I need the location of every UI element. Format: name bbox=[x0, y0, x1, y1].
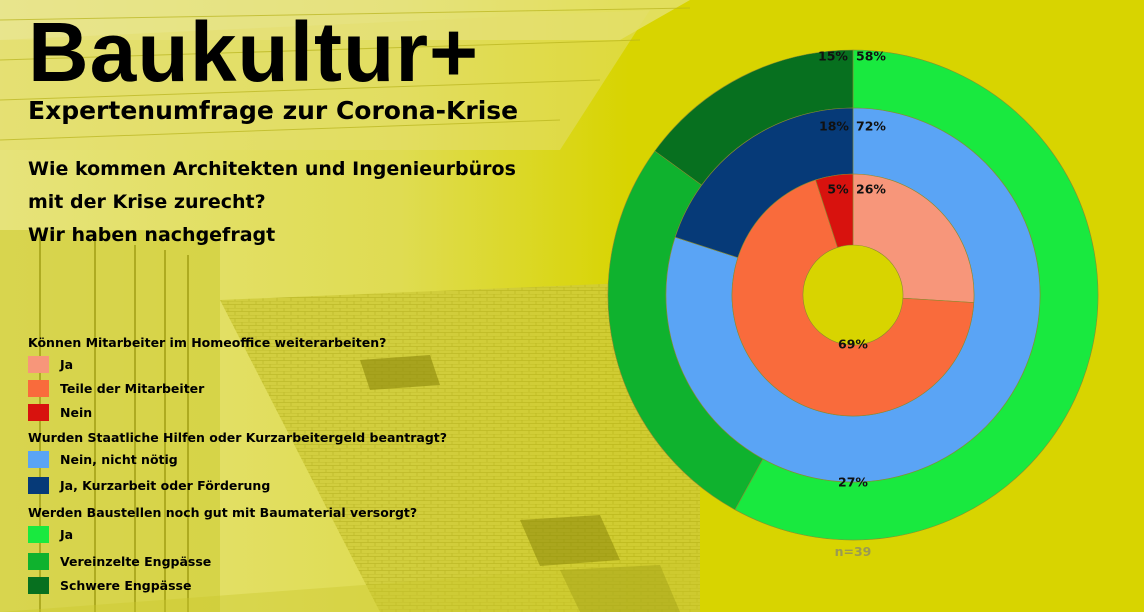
legend-item-baumaterial-vereinzelt: Vereinzelte Engpässe bbox=[28, 553, 211, 570]
legend-label: Vereinzelte Engpässe bbox=[60, 554, 212, 569]
legend-label: Ja, Kurzarbeit oder Förderung bbox=[60, 478, 271, 493]
legend-item-homeoffice-teile: Teile der Mitarbeiter bbox=[28, 380, 204, 397]
legend-group-title-homeoffice: Können Mitarbeiter im Homeoffice weitera… bbox=[28, 335, 387, 350]
legend-item-homeoffice-ja: Ja bbox=[28, 356, 73, 373]
legend-swatch bbox=[28, 526, 49, 543]
legend-item-homeoffice-nein: Nein bbox=[28, 404, 92, 421]
data-label: 15% bbox=[818, 49, 848, 64]
legend-swatch bbox=[28, 451, 49, 468]
legend-swatch bbox=[28, 477, 49, 494]
data-label: 26% bbox=[856, 182, 886, 197]
legend-label: Teile der Mitarbeiter bbox=[60, 381, 205, 396]
legend-label: Schwere Engpässe bbox=[60, 578, 192, 593]
page-title: Baukultur+ bbox=[28, 5, 480, 99]
legend-group-title-hilfen: Wurden Staatliche Hilfen oder Kurzarbeit… bbox=[28, 430, 448, 445]
data-label: 72% bbox=[856, 119, 886, 134]
legend-swatch bbox=[28, 404, 49, 421]
donut-segment bbox=[731, 179, 975, 417]
data-label: 18% bbox=[819, 119, 849, 134]
legend-label: Ja bbox=[60, 527, 74, 542]
intro-line-2: mit der Krise zurecht? bbox=[28, 191, 266, 213]
page-subtitle: Expertenumfrage zur Corona-Krise bbox=[28, 96, 519, 125]
data-label: 27% bbox=[838, 475, 868, 490]
legend-swatch bbox=[28, 577, 49, 594]
data-label: 58% bbox=[856, 49, 886, 64]
data-label: 5% bbox=[827, 182, 849, 197]
legend-swatch bbox=[28, 356, 49, 373]
legend-item-baumaterial-ja: Ja bbox=[28, 526, 73, 543]
legend-item-baumaterial-schwer: Schwere Engpässe bbox=[28, 577, 191, 594]
legend-item-hilfen-nein: Nein, nicht nötig bbox=[28, 451, 178, 468]
donut-segment bbox=[815, 173, 854, 248]
intro-line-1: Wie kommen Architekten und Ingenieurbüro… bbox=[28, 158, 516, 180]
legend-group-title-baumaterial: Werden Baustellen noch gut mit Baumateri… bbox=[28, 505, 418, 520]
legend-swatch bbox=[28, 380, 49, 397]
legend-label: Ja bbox=[60, 357, 74, 372]
sample-size-note: n=39 bbox=[835, 544, 872, 559]
donut-segment bbox=[852, 173, 975, 303]
legend-item-hilfen-ja: Ja, Kurzarbeit oder Förderung bbox=[28, 477, 270, 494]
intro-line-3: Wir haben nachgefragt bbox=[28, 224, 276, 246]
data-label: 69% bbox=[838, 337, 868, 352]
legend-swatch bbox=[28, 553, 49, 570]
legend-label: Nein, nicht nötig bbox=[60, 452, 178, 467]
legend-label: Nein bbox=[60, 405, 93, 420]
